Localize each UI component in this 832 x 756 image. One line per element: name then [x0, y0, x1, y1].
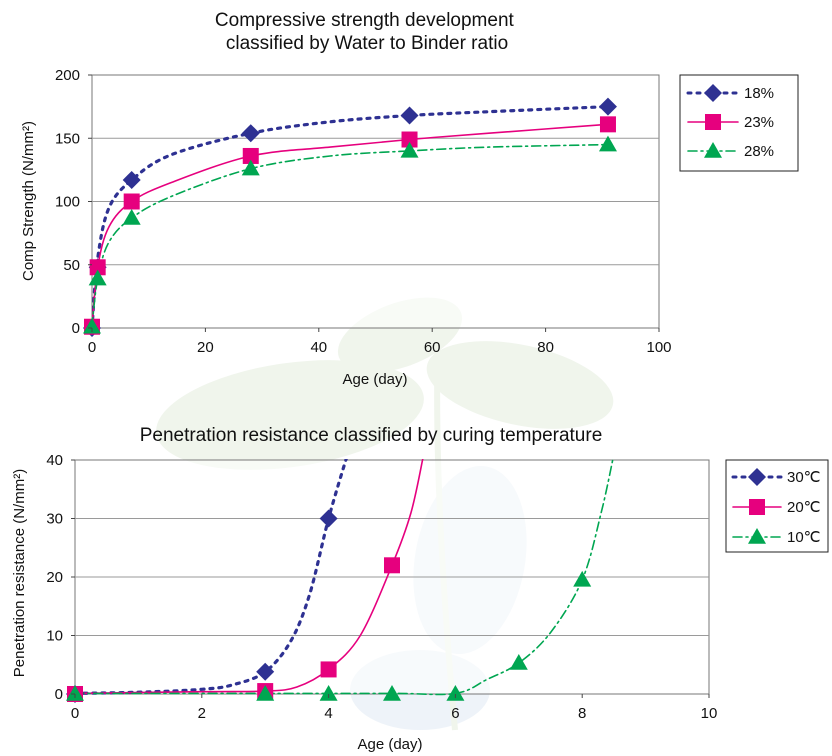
legend-marker — [749, 499, 765, 515]
x-axis-label: Age (day) — [357, 736, 422, 753]
data-point-marker — [599, 116, 616, 133]
data-point-marker — [122, 208, 141, 225]
data-point-marker — [122, 170, 141, 189]
series-line-1 — [92, 105, 610, 330]
legend-marker — [748, 468, 766, 486]
x-tick-label: 10 — [701, 705, 718, 722]
x-tick-label: 100 — [646, 339, 671, 356]
legend-marker — [704, 84, 722, 102]
data-point-marker — [401, 131, 418, 148]
y-tick-label: 20 — [46, 569, 63, 586]
data-point-marker — [509, 653, 528, 670]
chart-title: Penetration resistance classified by cur… — [140, 425, 603, 446]
x-tick-label: 4 — [324, 705, 332, 722]
x-tick-label: 6 — [451, 705, 459, 722]
data-point-marker — [256, 662, 275, 681]
series-line-2 — [92, 123, 609, 328]
data-point-marker — [89, 259, 106, 276]
data-point-marker — [573, 570, 592, 587]
legend-marker — [748, 528, 766, 544]
x-axis-label: Age (day) — [342, 371, 407, 388]
x-tick-label: 60 — [424, 339, 441, 356]
legend-label: 30℃ — [787, 469, 821, 486]
data-point-marker — [383, 685, 401, 701]
data-point-marker — [241, 159, 260, 176]
data-point-marker — [400, 106, 419, 125]
legend-label: 18% — [744, 85, 774, 102]
x-tick-label: 80 — [537, 339, 554, 356]
y-tick-label: 0 — [55, 686, 63, 703]
y-tick-label: 150 — [55, 130, 80, 147]
x-tick-label: 8 — [578, 705, 586, 722]
data-point-marker — [66, 685, 84, 701]
y-tick-label: 10 — [46, 628, 63, 645]
compressive-strength-chart: Compressive strength development classif… — [20, 10, 799, 388]
y-tick-label: 200 — [55, 67, 80, 84]
legend: 30℃ 20℃ 10℃ — [725, 459, 829, 553]
data-point-marker — [319, 685, 338, 701]
data-point-marker — [241, 124, 260, 143]
data-point-marker — [242, 147, 259, 164]
x-tick-label: 0 — [71, 705, 79, 722]
data-point-marker — [319, 509, 338, 528]
data-point-marker — [320, 661, 337, 678]
x-tick-label: 20 — [197, 339, 214, 356]
y-tick-label: 50 — [63, 257, 80, 274]
y-tick-label: 0 — [72, 320, 80, 337]
y-axis-label: Comp Strength (N/mm²) — [20, 121, 37, 281]
data-point-marker — [598, 97, 617, 116]
legend-label: 28% — [744, 143, 774, 160]
data-point-marker — [256, 685, 275, 701]
y-axis-label: Penetration resistance (N/mm²) — [11, 469, 28, 677]
legend: 18% 23% 28% — [679, 74, 799, 172]
data-point-marker — [400, 141, 419, 158]
x-tick-label: 0 — [88, 339, 96, 356]
legend-label: 20℃ — [787, 499, 821, 516]
data-point-marker — [88, 269, 107, 286]
data-point-marker — [384, 557, 400, 574]
legend-marker — [705, 114, 721, 130]
x-tick-label: 2 — [198, 705, 206, 722]
data-point-marker — [83, 317, 101, 334]
legend-marker — [704, 142, 722, 158]
x-tick-label: 40 — [310, 339, 327, 356]
y-tick-label: 40 — [46, 452, 63, 469]
series-line-3 — [92, 143, 609, 328]
y-tick-label: 30 — [46, 511, 63, 528]
data-point-marker — [598, 135, 617, 152]
data-point-marker — [123, 193, 140, 210]
data-point-marker — [446, 685, 465, 701]
legend-label: 23% — [744, 114, 774, 131]
y-tick-label: 100 — [55, 194, 80, 211]
legend-label: 10℃ — [787, 529, 821, 546]
chart-title: Compressive strength development classif… — [215, 10, 519, 54]
